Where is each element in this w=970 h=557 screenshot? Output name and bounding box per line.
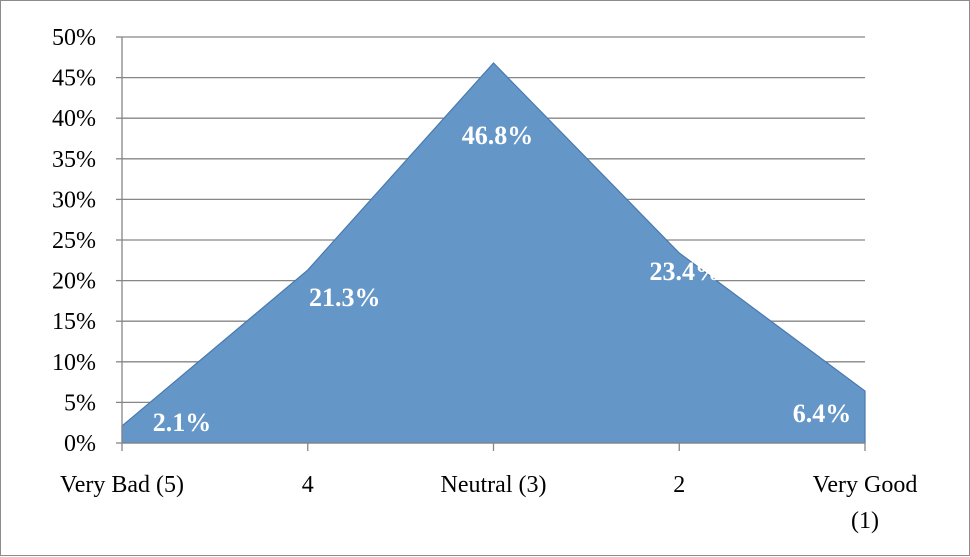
data-label: 21.3% <box>309 283 381 312</box>
y-tick-label: 30% <box>52 187 96 213</box>
x-tick-label: Very Bad (5) <box>60 472 184 498</box>
axes <box>116 36 866 451</box>
x-tick-label: 4 <box>302 472 314 498</box>
y-axis-ticks: 0% 5% 10% 15% 20% 25% 30% 35% 40% 45% 50% <box>52 25 96 457</box>
x-tick-label: 2 <box>673 472 685 498</box>
y-tick-label: 40% <box>52 106 96 132</box>
data-labels: 2.1% 21.3% 46.8% 23.4% 6.4% <box>153 121 852 437</box>
x-tick-label: Neutral (3) <box>441 472 547 498</box>
x-axis-ticks: Very Bad (5) 4 Neutral (3) 2 Very Good (1) <box>60 472 917 534</box>
y-tick-label: 25% <box>52 228 96 254</box>
plot-area <box>121 62 866 444</box>
area-series <box>121 62 866 444</box>
y-tick-label: 10% <box>52 350 96 376</box>
data-label: 6.4% <box>793 399 852 428</box>
y-tick-label: 45% <box>52 66 96 92</box>
y-tick-label: 15% <box>52 309 96 335</box>
x-tick-label: Very Good (1) <box>813 472 918 534</box>
data-label: 46.8% <box>462 121 534 150</box>
data-label: 23.4% <box>650 257 722 286</box>
y-tick-label: 0% <box>64 431 96 457</box>
data-label: 2.1% <box>153 408 212 437</box>
y-tick-label: 50% <box>52 25 96 51</box>
y-tick-label: 35% <box>52 147 96 173</box>
y-tick-label: 20% <box>52 269 96 295</box>
y-tick-label: 5% <box>64 390 96 416</box>
